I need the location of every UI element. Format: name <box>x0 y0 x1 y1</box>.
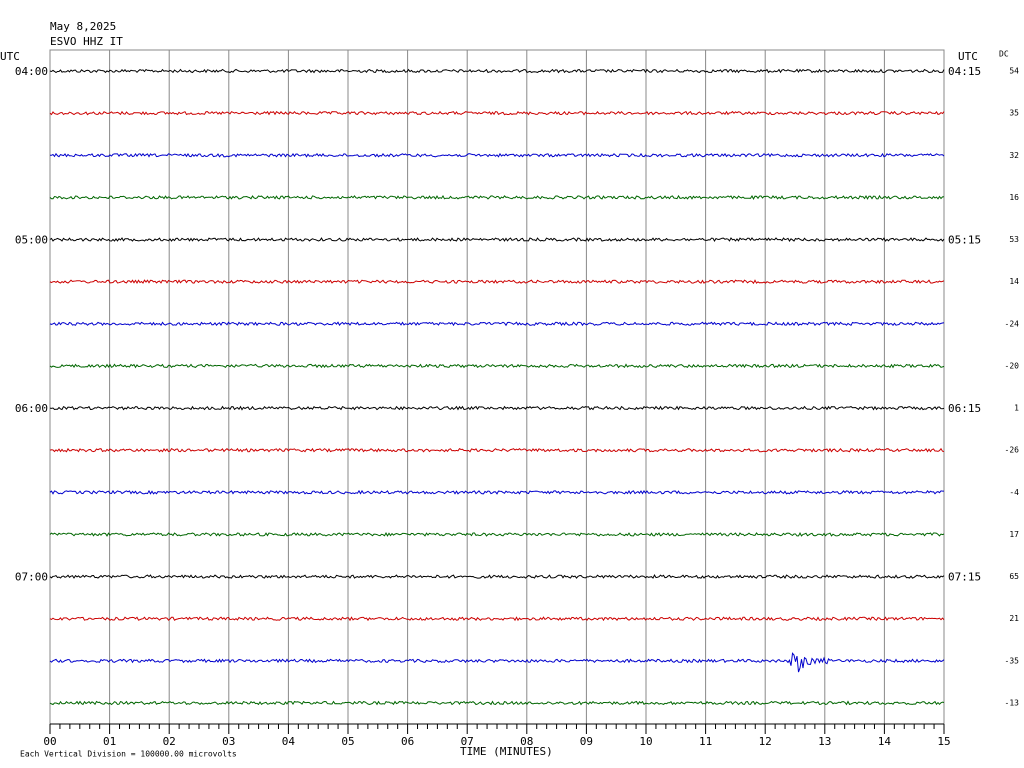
right-time: 05:15 <box>948 234 981 247</box>
dc-value: 21 <box>1009 614 1019 623</box>
dc-value: -4 <box>1009 488 1019 497</box>
dc-value: 17 <box>1009 530 1019 539</box>
dc-value: -26 <box>1005 446 1020 455</box>
left-time: 07:00 <box>15 571 48 584</box>
date: May 8,2025 <box>50 20 116 33</box>
trace <box>49 68 945 74</box>
trace <box>49 574 945 579</box>
dc-label: DC <box>999 50 1009 59</box>
trace <box>49 532 945 537</box>
station: ESVO HHZ IT <box>50 35 123 48</box>
x-tick-label: 07 <box>461 735 474 748</box>
dc-value: 14 <box>1009 277 1019 286</box>
dc-value: 32 <box>1009 151 1019 160</box>
right-time: 06:15 <box>948 402 981 415</box>
trace <box>49 363 945 369</box>
dc-value: 65 <box>1009 572 1019 581</box>
trace <box>50 152 945 158</box>
dc-value: -13 <box>1005 699 1020 708</box>
trace <box>49 279 945 285</box>
x-tick-label: 10 <box>639 735 652 748</box>
x-tick-label: 03 <box>222 735 235 748</box>
trace <box>49 489 944 495</box>
x-tick-label: 15 <box>937 735 950 748</box>
dc-value: 35 <box>1009 109 1019 118</box>
dc-value: -20 <box>1005 361 1020 370</box>
trace <box>49 447 945 453</box>
x-tick-label: 00 <box>43 735 56 748</box>
utc-right: UTC <box>958 50 978 63</box>
right-time: 04:15 <box>948 65 981 78</box>
dc-value: -24 <box>1005 319 1020 328</box>
utc-left: UTC <box>0 50 20 63</box>
trace <box>49 110 945 116</box>
dc-value: 53 <box>1009 235 1019 244</box>
x-tick-label: 02 <box>163 735 176 748</box>
trace <box>49 405 945 411</box>
trace <box>49 321 945 327</box>
x-tick-label: 14 <box>878 735 892 748</box>
left-time: 05:00 <box>15 234 48 247</box>
x-tick-label: 09 <box>580 735 593 748</box>
x-tick-label: 06 <box>401 735 414 748</box>
x-tick-label: 12 <box>759 735 772 748</box>
dc-value: -35 <box>1005 656 1020 665</box>
left-time: 04:00 <box>15 65 48 78</box>
x-tick-label: 11 <box>699 735 712 748</box>
footer-note: Each Vertical Division = 100000.00 micro… <box>20 750 237 759</box>
trace <box>49 237 945 242</box>
x-tick-label: 01 <box>103 735 116 748</box>
x-tick-label: 08 <box>520 735 533 748</box>
left-time: 06:00 <box>15 402 48 415</box>
right-time: 07:15 <box>948 571 981 584</box>
trace <box>49 194 945 200</box>
trace <box>49 700 945 706</box>
dc-value: 54 <box>1009 67 1019 76</box>
trace <box>49 652 945 673</box>
trace <box>49 616 945 622</box>
x-tick-label: 13 <box>818 735 831 748</box>
x-axis-label: TIME (MINUTES) <box>460 745 553 758</box>
dc-value: 16 <box>1009 193 1019 202</box>
dc-value: 1 <box>1014 404 1019 413</box>
x-tick-label: 04 <box>282 735 296 748</box>
x-tick-label: 05 <box>341 735 354 748</box>
